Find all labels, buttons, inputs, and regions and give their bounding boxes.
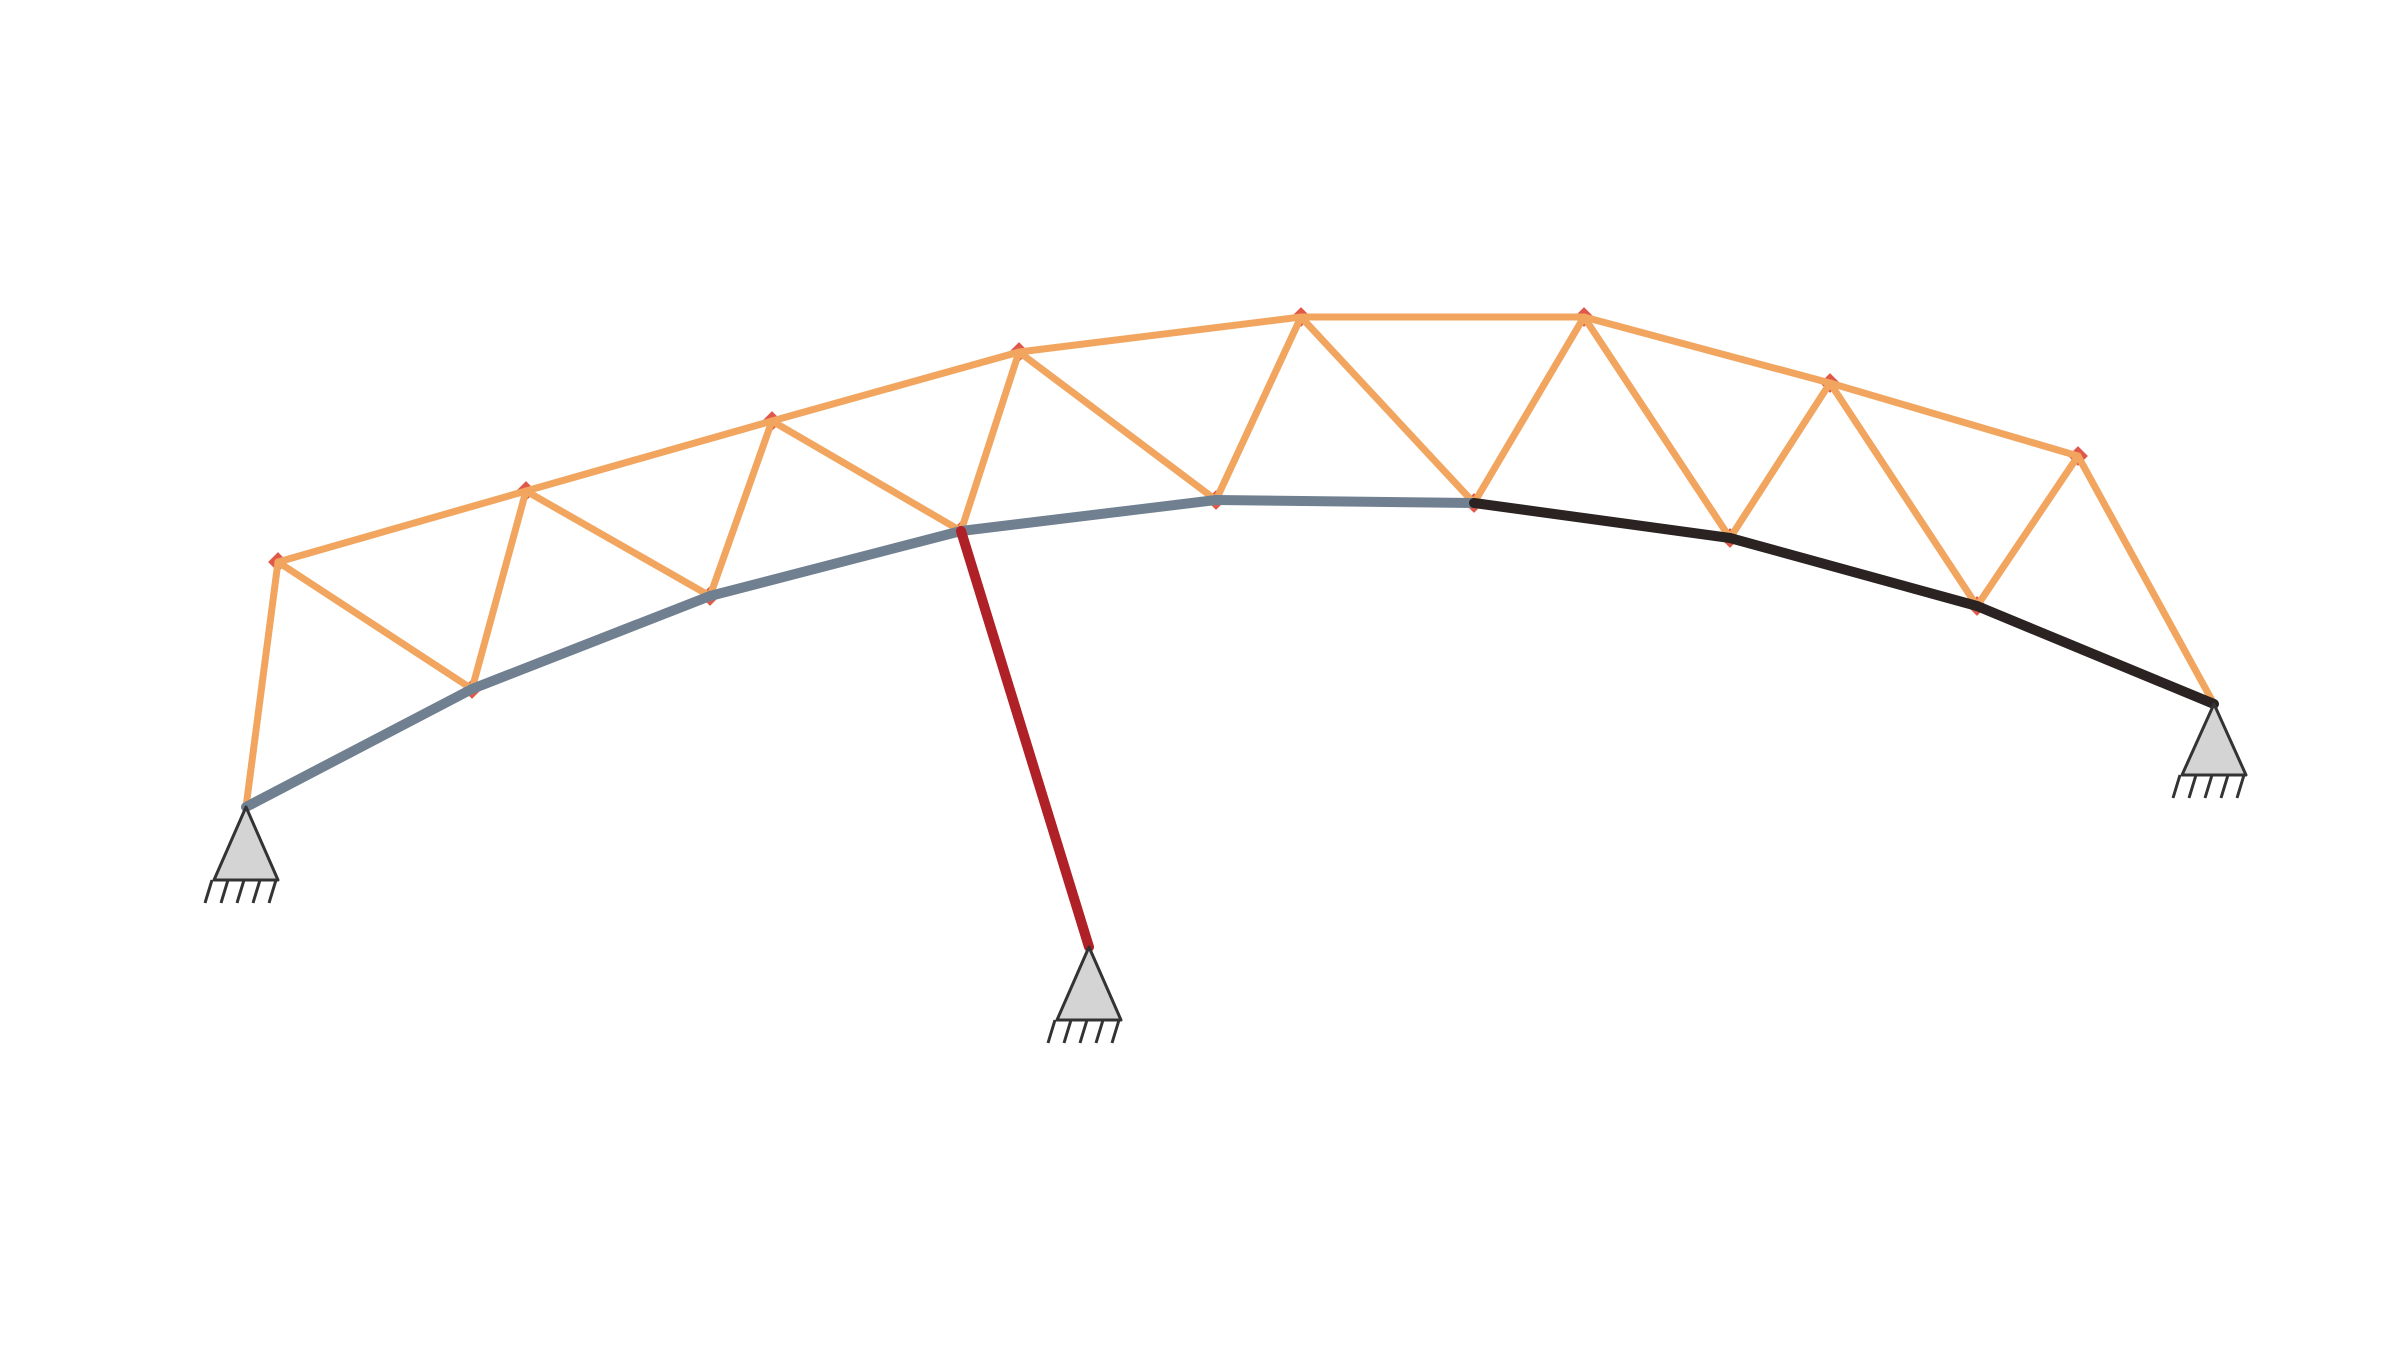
web-member bbox=[1580, 313, 1734, 542]
web-member bbox=[768, 417, 965, 535]
right-support bbox=[2171, 702, 2248, 799]
web-member bbox=[1973, 452, 2082, 610]
bottom-chord-member bbox=[467, 591, 715, 694]
end-post-member bbox=[2074, 452, 2218, 708]
middle-support bbox=[1046, 945, 1123, 1044]
top-chord-member bbox=[1580, 313, 1834, 387]
web-member bbox=[522, 487, 714, 600]
web-member bbox=[1212, 313, 1305, 504]
bottom-chord-member bbox=[1211, 495, 1479, 508]
web-member bbox=[468, 487, 530, 693]
truss-members bbox=[242, 313, 2218, 811]
bottom-chord-member bbox=[1972, 601, 2219, 709]
web-member bbox=[1297, 313, 1478, 507]
bottom-chord-right bbox=[1469, 498, 2219, 709]
pinned-support-icon bbox=[1046, 945, 1123, 1044]
bottom-chord-member bbox=[705, 526, 966, 601]
web-member bbox=[1470, 313, 1588, 507]
bottom-chord-member bbox=[1725, 533, 1982, 611]
end-post-member bbox=[242, 558, 282, 811]
web-member bbox=[1015, 348, 1220, 504]
web-member bbox=[706, 417, 776, 600]
web-member bbox=[957, 348, 1023, 535]
web-member bbox=[274, 558, 476, 693]
web-member bbox=[1726, 379, 1834, 542]
pinned-support-icon bbox=[203, 805, 280, 904]
bottom-chord-left bbox=[241, 495, 1479, 812]
bottom-chord-member bbox=[241, 684, 477, 812]
bottom-chord-member bbox=[1469, 498, 1735, 543]
pinned-support-icon bbox=[2171, 702, 2248, 799]
top-chord-member bbox=[1015, 313, 1305, 356]
top-chord-member bbox=[1826, 379, 2082, 460]
top-chord-member bbox=[522, 417, 776, 495]
web-member bbox=[1826, 379, 1981, 610]
top-chord-member bbox=[768, 348, 1023, 425]
support-strut bbox=[956, 526, 1094, 952]
top-chord-member bbox=[274, 487, 530, 566]
bottom-chord-member bbox=[956, 495, 1221, 536]
left-support bbox=[203, 805, 280, 904]
